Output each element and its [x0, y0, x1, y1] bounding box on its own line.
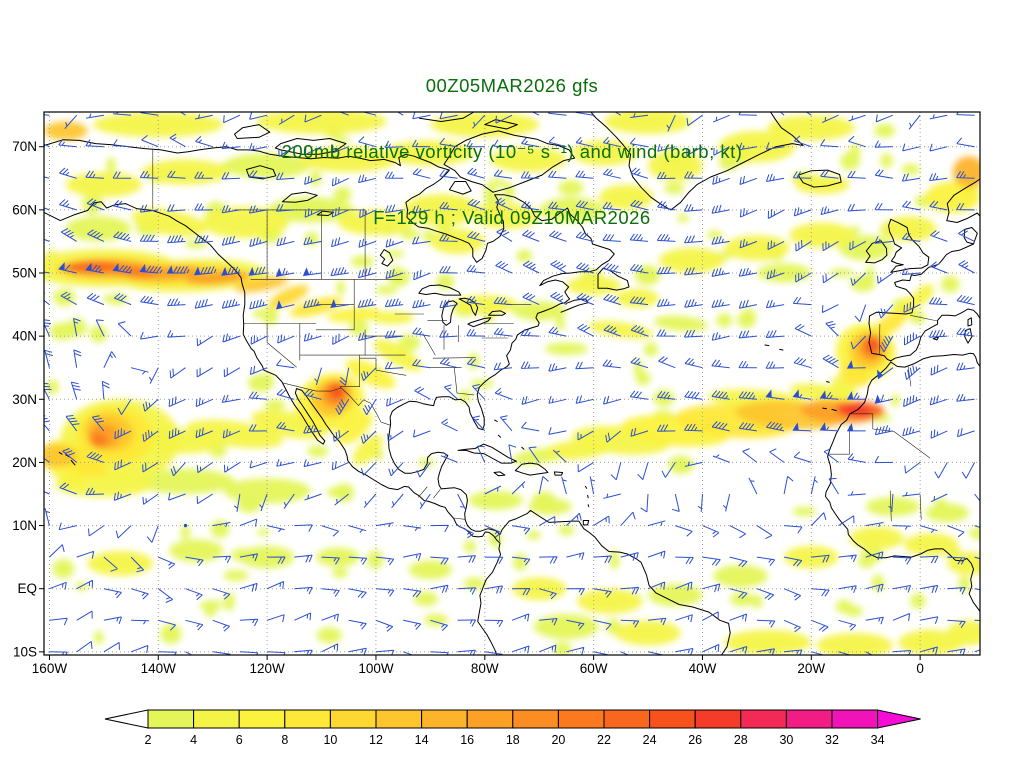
- svg-text:28: 28: [734, 733, 748, 747]
- svg-text:26: 26: [688, 733, 702, 747]
- svg-text:60N: 60N: [12, 202, 37, 217]
- svg-text:2: 2: [145, 733, 152, 747]
- wind-barbs: [44, 112, 980, 655]
- svg-text:16: 16: [460, 733, 474, 747]
- svg-text:18: 18: [506, 733, 520, 747]
- svg-text:0: 0: [916, 661, 924, 676]
- map-frame-axes: 70N 60N 50N 40N 30N 20N 10N EQ 10S 160W 140W 120W 10…: [12, 111, 981, 676]
- title-line-field: 200mb relative vorticity (10⁻⁵ s⁻¹) and …: [281, 141, 743, 162]
- title-line-valid: F=129 h ; Valid 09Z10MAR2026: [373, 207, 651, 228]
- colorbar: 2 4 6 8 10 12 14 16 18 20 22 24 26 28 30 32 34: [104, 709, 921, 747]
- svg-text:20W: 20W: [797, 661, 825, 676]
- svg-text:12: 12: [369, 733, 383, 747]
- svg-text:30: 30: [779, 733, 793, 747]
- svg-text:22: 22: [597, 733, 611, 747]
- svg-text:30N: 30N: [12, 392, 37, 407]
- figure-title: 00Z05MAR2026 gfs 200mb relative vorticit…: [0, 31, 1024, 251]
- svg-text:6: 6: [236, 733, 243, 747]
- svg-text:50N: 50N: [12, 266, 37, 281]
- svg-text:4: 4: [190, 733, 197, 747]
- svg-text:20N: 20N: [12, 455, 37, 470]
- svg-text:160W: 160W: [32, 661, 68, 676]
- svg-text:10N: 10N: [12, 518, 37, 533]
- svg-text:120W: 120W: [249, 661, 285, 676]
- svg-text:40N: 40N: [12, 329, 37, 344]
- svg-text:EQ: EQ: [17, 581, 37, 596]
- svg-text:8: 8: [281, 733, 288, 747]
- svg-text:140W: 140W: [141, 661, 177, 676]
- svg-text:80W: 80W: [471, 661, 499, 676]
- svg-text:40W: 40W: [689, 661, 717, 676]
- svg-text:60W: 60W: [580, 661, 608, 676]
- svg-text:10: 10: [323, 733, 337, 747]
- title-line-init: 00Z05MAR2026 gfs: [425, 75, 599, 96]
- svg-text:14: 14: [415, 733, 429, 747]
- svg-text:10S: 10S: [13, 644, 37, 659]
- latlon-gridlines: [44, 112, 980, 655]
- svg-text:24: 24: [643, 733, 657, 747]
- svg-text:70N: 70N: [12, 139, 37, 154]
- svg-text:100W: 100W: [358, 661, 394, 676]
- svg-text:20: 20: [551, 733, 565, 747]
- svg-text:34: 34: [871, 733, 885, 747]
- svg-text:32: 32: [825, 733, 839, 747]
